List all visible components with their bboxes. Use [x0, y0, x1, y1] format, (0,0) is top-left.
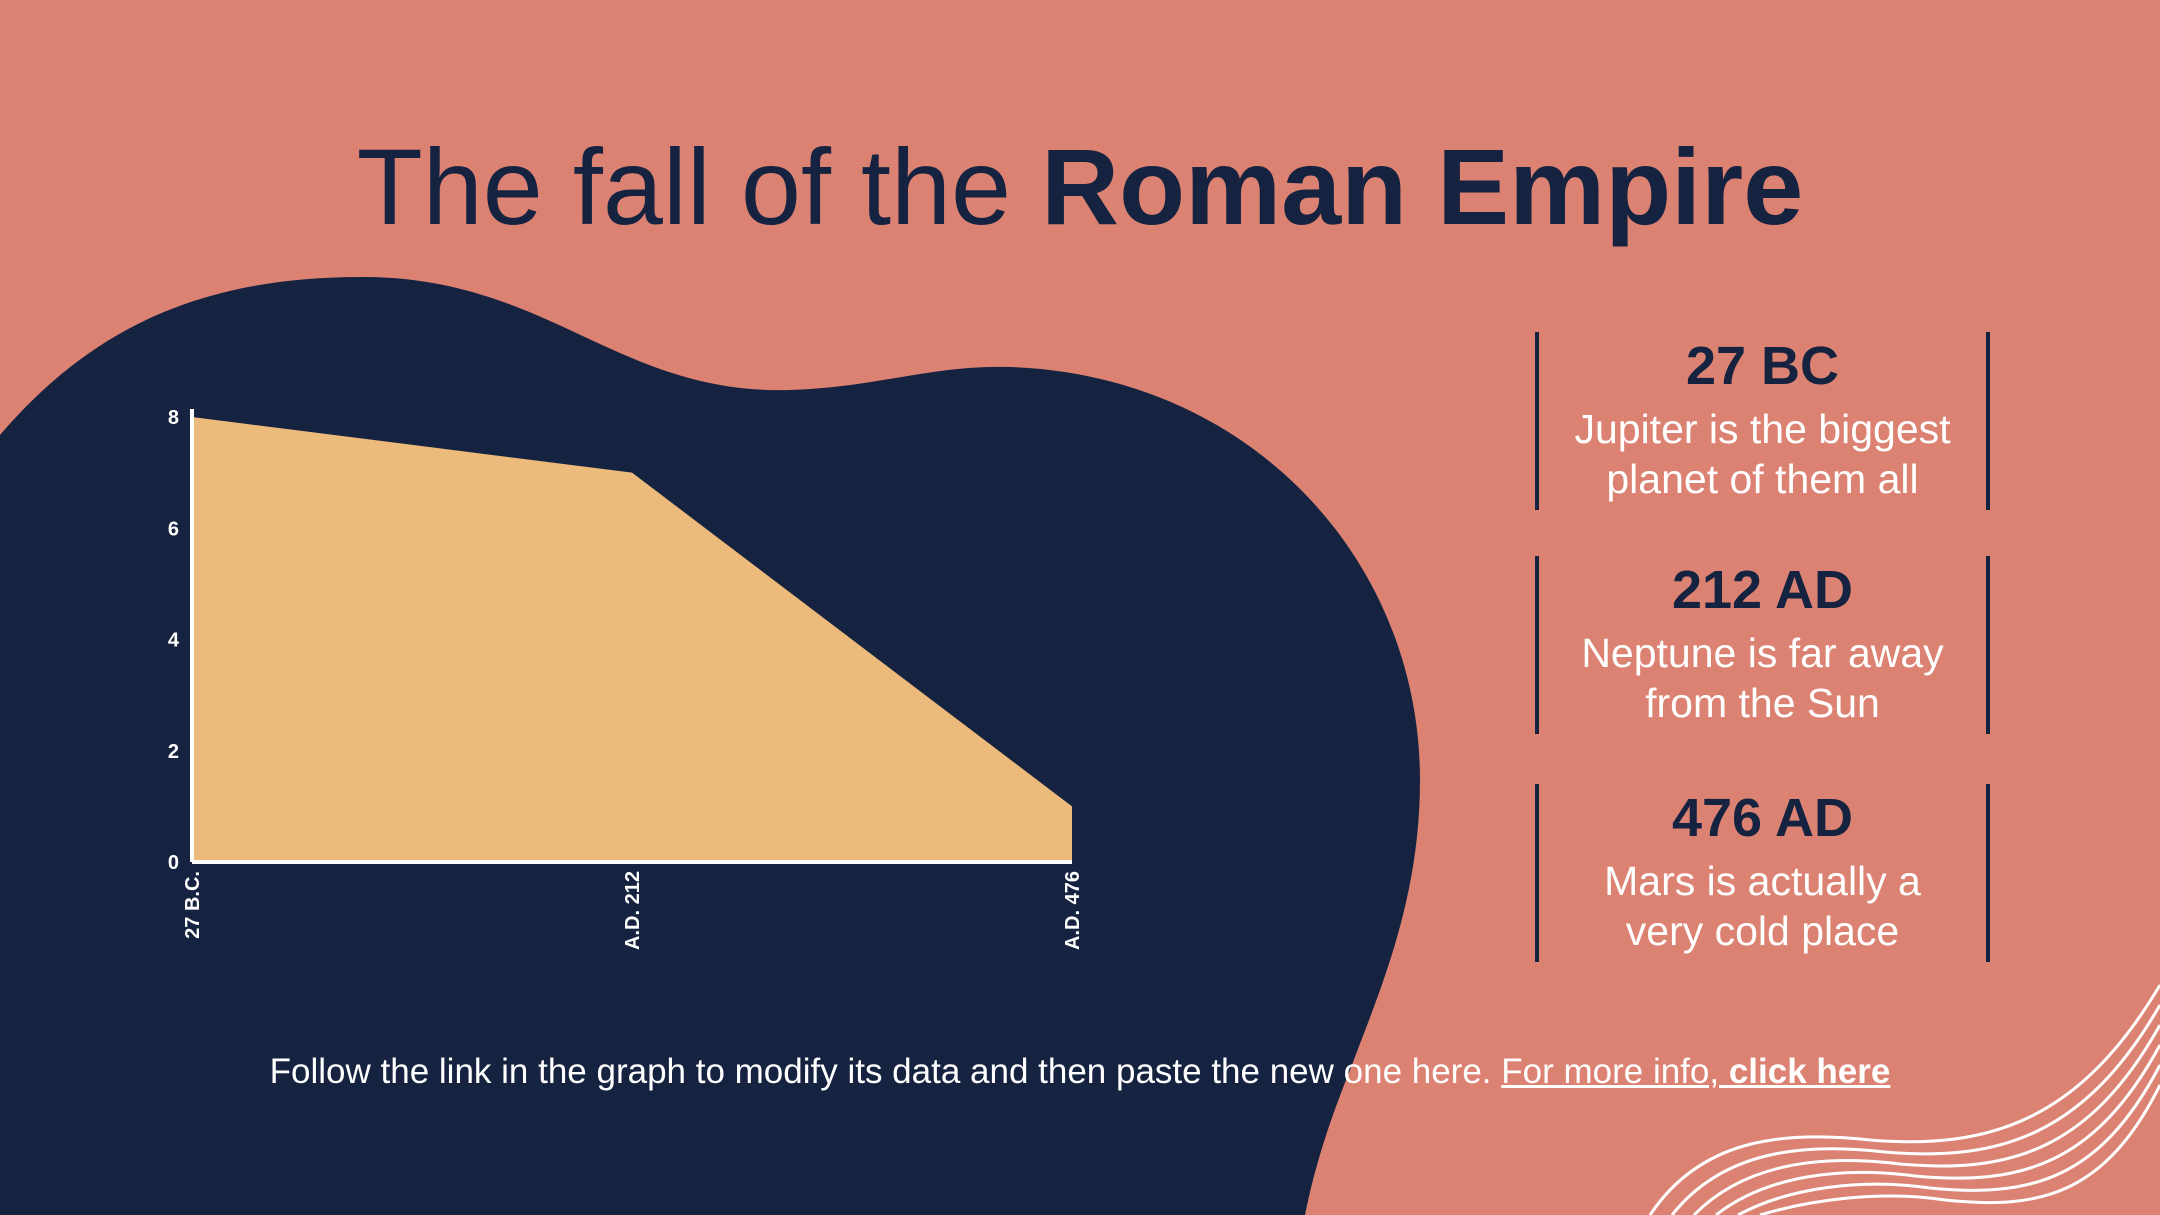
click-here-text: click here — [1728, 1052, 1891, 1091]
card-year: 27 BC — [1685, 336, 1840, 396]
page-title: The fall of the Roman Empire — [0, 122, 2160, 252]
timeline-card-3: 476 AD Mars is actually a very cold plac… — [1535, 784, 1990, 962]
footer-note: Follow the link in the graph to modify i… — [0, 1048, 2160, 1096]
y-tick-label: 2 — [168, 741, 179, 763]
y-tick-label: 8 — [168, 407, 179, 429]
area-series — [192, 417, 1072, 862]
y-tick-label: 0 — [168, 852, 179, 874]
x-tick-label: A.D. 212 — [622, 871, 644, 950]
card-description-line: from the Sun — [1645, 680, 1880, 726]
y-tick-label: 4 — [168, 630, 180, 652]
x-tick-label: 27 B.C. — [182, 871, 204, 939]
timeline-card-1: 27 BC Jupiter is the biggest planet of t… — [1535, 332, 1990, 510]
y-tick-label: 6 — [168, 518, 179, 540]
timeline-card-2: 212 AD Neptune is far away from the Sun — [1535, 556, 1990, 734]
title-bold: Roman Empire — [1041, 126, 1804, 247]
more-info-link[interactable]: For more info, click here — [1501, 1052, 1890, 1091]
card-description-line: Jupiter is the biggest — [1574, 406, 1951, 452]
footer-text: Follow the link in the graph to modify i… — [269, 1052, 1502, 1091]
card-description-line: Neptune is far away — [1581, 630, 1944, 676]
more-info-link-text: For more info, — [1501, 1052, 1729, 1091]
card-description-line: very cold place — [1625, 908, 1900, 954]
card-year: 476 AD — [1671, 788, 1854, 848]
card-description: Jupiter is the biggest planet of them al… — [1539, 404, 1986, 504]
card-description: Neptune is far away from the Sun — [1539, 628, 1986, 728]
card-year: 212 AD — [1671, 560, 1854, 620]
card-description-line: Mars is actually a — [1604, 858, 1921, 904]
title-regular: The fall of the — [356, 126, 1042, 247]
card-description-line: planet of them all — [1606, 456, 1919, 502]
card-description: Mars is actually a very cold place — [1539, 856, 1986, 956]
x-tick-label: A.D. 476 — [1062, 871, 1084, 950]
